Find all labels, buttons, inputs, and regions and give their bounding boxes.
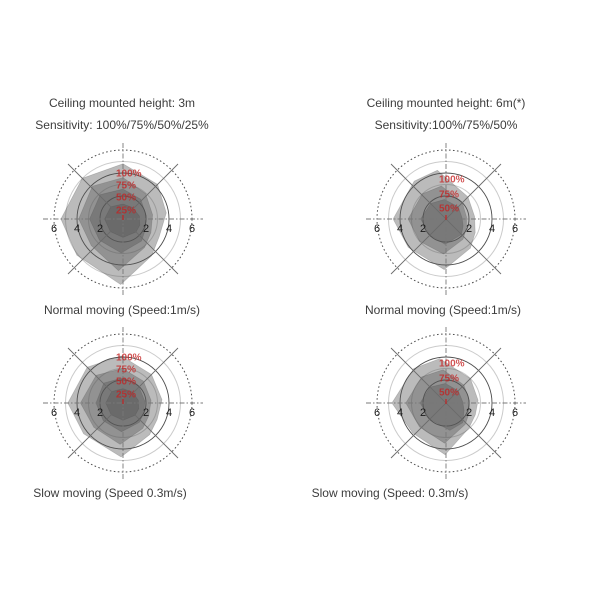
ring-label-100%: 100%	[439, 175, 465, 186]
caption-slow-moving-left: Slow moving (Speed 0.3m/s)	[33, 486, 187, 500]
tick-label: 4	[397, 223, 403, 235]
tick-label: 2	[143, 407, 149, 419]
ring-label-50%: 50%	[116, 377, 136, 388]
tick-label: 6	[189, 407, 195, 419]
tick-label: 2	[97, 407, 103, 419]
tick-label: 2	[466, 223, 472, 235]
ring-label-75%: 75%	[116, 365, 136, 376]
tick-label: 6	[51, 223, 57, 235]
tick-label: 6	[374, 223, 380, 235]
tick-label: 4	[74, 223, 80, 235]
ring-label-75%: 75%	[439, 190, 459, 201]
polar-chart-6m-slow: 100% 75% 50% 6 4 2 2 4 6	[366, 327, 526, 480]
sensitivity-ring-75%	[79, 368, 152, 445]
chart-subtitle-sensitivity-6m: Sensitivity:100%/75%/50%	[374, 118, 518, 132]
polar-chart-6m-normal: 100% 75% 50% 6 4 2 2 4 6	[366, 143, 526, 296]
ring-label-100%: 100%	[116, 353, 142, 364]
ring-label-25%: 25%	[116, 206, 136, 217]
ring-label-50%: 50%	[439, 204, 459, 215]
ring-label-100%: 100%	[116, 169, 142, 180]
chart-title-height-3m: Ceiling mounted height: 3m	[48, 96, 196, 110]
caption-slow-moving-right: Slow moving (Speed: 0.3m/s)	[311, 486, 469, 500]
tick-label: 6	[374, 407, 380, 419]
sensitivity-ring-100%	[391, 358, 479, 456]
sensitivity-ring-75%	[407, 185, 467, 255]
ring-label-100%: 100%	[439, 359, 465, 370]
tick-label: 6	[189, 223, 195, 235]
polar-chart-3m-normal: 100%75%50% 25% 6 4 2 2 4 6	[43, 143, 203, 296]
sensitivity-ring-100%	[392, 169, 476, 271]
sensitivity-ring-75%	[405, 369, 470, 444]
ring-label-75%: 75%	[116, 181, 136, 192]
ring-label-75%: 75%	[439, 374, 459, 385]
caption-normal-moving-left: Normal moving (Speed:1m/s)	[43, 303, 201, 317]
tick-label: 4	[489, 407, 495, 419]
caption-normal-moving-right: Normal moving (Speed:1m/s)	[364, 303, 522, 317]
tick-label: 4	[489, 223, 495, 235]
chart-title-height-6m: Ceiling mounted height: 6m(*)	[366, 96, 526, 110]
tick-label: 6	[51, 407, 57, 419]
ring-label-25%: 25%	[116, 390, 136, 401]
tick-label: 2	[143, 223, 149, 235]
tick-label: 4	[166, 407, 172, 419]
chart-subtitle-sensitivity-3m: Sensitivity: 100%/75%/50%/25%	[35, 118, 209, 132]
tick-label: 2	[97, 223, 103, 235]
tick-label: 2	[420, 223, 426, 235]
ring-label-50%: 50%	[439, 388, 459, 399]
sensitivity-ring-75%	[78, 177, 153, 272]
polar-chart-3m-slow: 100%75%50% 25% 6 4 2 2 4 6	[43, 327, 203, 480]
tick-label: 4	[74, 407, 80, 419]
tick-label: 2	[466, 407, 472, 419]
sensitivity-ring-100%	[67, 355, 163, 458]
sensitivity-ring-50%	[89, 188, 147, 254]
tick-label: 4	[397, 407, 403, 419]
tick-label: 6	[512, 223, 518, 235]
ring-label-50%: 50%	[116, 193, 136, 204]
tick-label: 2	[420, 407, 426, 419]
tick-label: 6	[512, 407, 518, 419]
tick-label: 4	[166, 223, 172, 235]
